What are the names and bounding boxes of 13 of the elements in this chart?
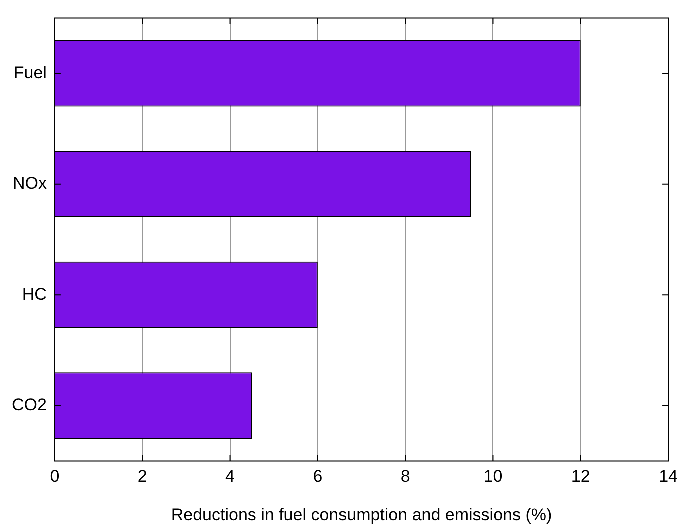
x-tick-label: 4	[226, 467, 235, 486]
x-axis-title: Reductions in fuel consumption and emissions (%)	[171, 505, 552, 524]
y-tick-label: Fuel	[14, 63, 47, 82]
x-tick-label: 10	[484, 467, 503, 486]
x-tick-label: 6	[313, 467, 323, 486]
y-tick-label: NOx	[12, 174, 48, 194]
x-tick-label: 0	[50, 467, 60, 486]
x-tick-label: 8	[400, 467, 410, 486]
x-tick-label: 12	[571, 467, 590, 486]
y-tick-label: CO2	[12, 396, 47, 415]
x-tick-label: 14	[659, 467, 678, 486]
y-tick-label: HC	[22, 284, 47, 304]
x-tick-label: 2	[138, 467, 148, 486]
